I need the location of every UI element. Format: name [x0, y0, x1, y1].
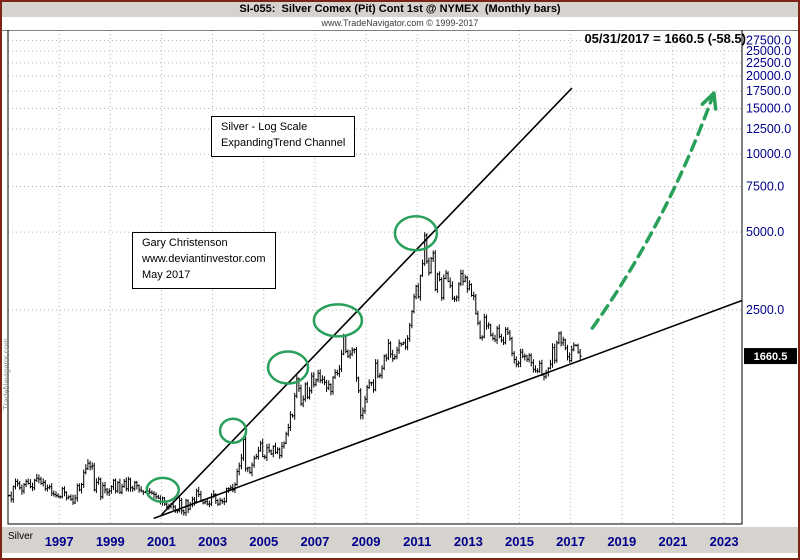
svg-text:2007: 2007 [300, 534, 329, 549]
author-date: May 2017 [142, 268, 191, 281]
last-price-tag [744, 348, 797, 365]
svg-text:2009: 2009 [352, 534, 381, 549]
x-axis-bar [2, 527, 798, 553]
svg-text:2003: 2003 [198, 534, 227, 549]
last-price-tag-text: 1660.5 [754, 351, 788, 363]
svg-text:22500.0: 22500.0 [746, 56, 791, 70]
svg-text:2021: 2021 [658, 534, 687, 549]
svg-text:2500.0: 2500.0 [746, 303, 784, 317]
svg-text:7500.0: 7500.0 [746, 179, 784, 193]
highlight-ellipse [218, 417, 248, 444]
svg-text:2019: 2019 [607, 534, 636, 549]
chart-title-bar: SI-055: Silver Comex (Pit) Cont 1st @ NY… [2, 2, 798, 17]
svg-text:5000.0: 5000.0 [746, 225, 784, 239]
projection-arrow-shaft [590, 91, 716, 330]
highlight-ellipse [145, 476, 180, 504]
svg-text:2011: 2011 [403, 534, 431, 549]
last-quote-readout: 05/31/2017 = 1660.5 (-58.5) [584, 31, 746, 46]
plot-border [7, 29, 743, 525]
svg-text:2013: 2013 [454, 534, 483, 549]
x-axis-labels: 1997 1999 2001 2003 2005 2007 2009 2011 2013 2015… [45, 534, 739, 549]
trend-channel-lower-line [153, 299, 743, 520]
author-website: www.deviantinvestor.com [142, 252, 266, 265]
series-label: Silver [8, 531, 34, 542]
highlight-ellipse [312, 303, 364, 338]
scale-annotation-box: Silver - Log Scale ExpandingTrend Channe… [211, 116, 356, 157]
svg-text:20000.0: 20000.0 [746, 69, 791, 83]
svg-text:25000.0: 25000.0 [746, 44, 791, 58]
highlight-ellipse [393, 214, 439, 252]
svg-text:1997: 1997 [45, 534, 74, 549]
svg-text:2005: 2005 [249, 534, 278, 549]
author-name: Gary Christenson [142, 237, 228, 249]
svg-text:15000.0: 15000.0 [746, 102, 791, 116]
svg-text:2015: 2015 [505, 534, 534, 549]
highlight-ellipse [266, 350, 310, 385]
scale-annotation-line2: ExpandingTrend Channel [221, 136, 346, 149]
svg-text:2017: 2017 [556, 534, 585, 549]
svg-text:17500.0: 17500.0 [746, 84, 791, 98]
chart-subtitle: www.TradeNavigator.com © 1999-2017 [2, 17, 798, 30]
price-bars [7, 232, 582, 516]
svg-text:2001: 2001 [147, 534, 176, 549]
projection-arrow-head [700, 91, 718, 111]
svg-text:10000.0: 10000.0 [746, 147, 791, 161]
grid [8, 30, 742, 524]
svg-text:12500.0: 12500.0 [746, 122, 791, 136]
left-watermark: TradeNavigator.com [2, 338, 11, 410]
scale-annotation-line1: Silver - Log Scale [221, 121, 308, 133]
author-annotation-box: Gary Christenson www.deviantinvestor.com… [132, 232, 276, 289]
svg-text:2023: 2023 [710, 534, 739, 549]
svg-text:1999: 1999 [96, 534, 125, 549]
svg-text:27500.0: 27500.0 [746, 33, 791, 47]
